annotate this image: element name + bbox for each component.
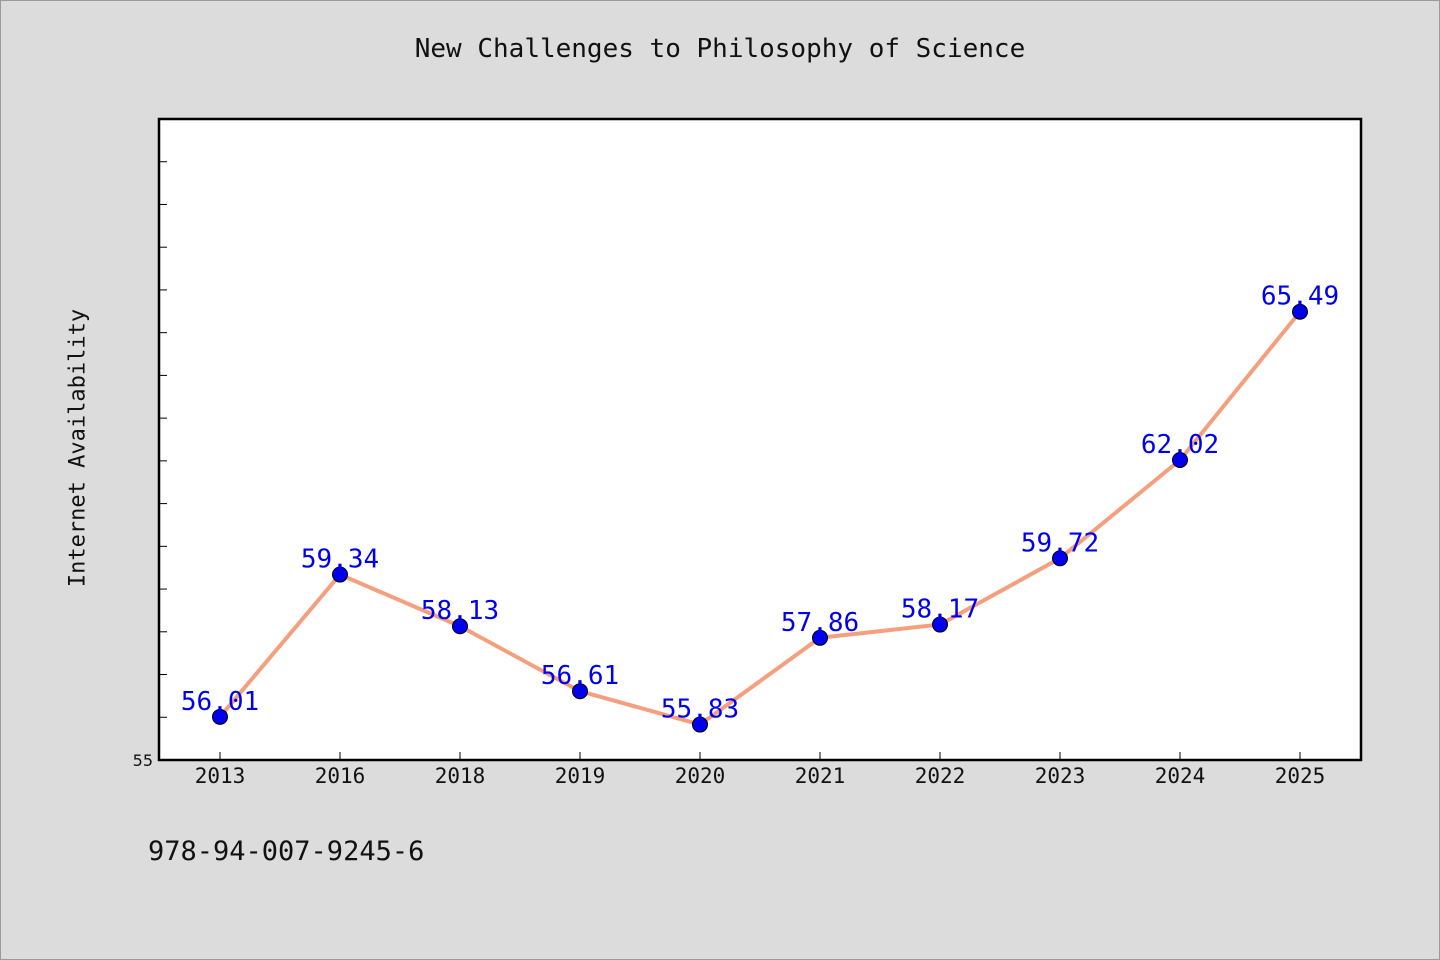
data-point [692,716,708,733]
data-point [212,708,228,725]
x-tick-label: 2016 [315,764,366,788]
data-label: 59.72 [1021,528,1099,558]
data-point [572,683,588,700]
data-label: 55.83 [661,695,739,725]
data-point [812,629,828,646]
data-label: 56.01 [181,687,259,717]
y-tick-label: 55 [133,751,153,770]
data-point [1052,550,1068,567]
x-tick-label: 2023 [1035,764,1086,788]
x-tick-label: 2025 [1275,764,1326,788]
x-tick-label: 2022 [915,764,966,788]
data-point [452,618,468,635]
chart-title: New Challenges to Philosophy of Science [414,34,1026,64]
x-axis-ticks: 2013 2016 2018 2019 2020 2021 2022 2023 2024 2025 [195,752,1326,788]
x-tick-label: 2024 [1155,764,1206,788]
y-axis-ticks: 55 [133,161,167,770]
x-tick-label: 2019 [555,764,606,788]
data-label: 57.86 [781,608,859,638]
data-label: 56.61 [541,661,619,691]
plot-area [157,117,1363,762]
data-markers [212,303,1308,733]
data-label: 62.02 [1141,430,1219,460]
data-point [1172,452,1188,469]
data-labels: 56.01 59.34 58.13 56.61 55.83 57.86 58.17 59.72… [181,282,1339,725]
series-line [218,310,1302,727]
x-tick-label: 2021 [795,764,846,788]
data-label: 58.13 [421,596,499,626]
data-label: 65.49 [1261,282,1339,312]
data-label: 58.17 [901,595,979,625]
x-tick-label: 2013 [195,764,246,788]
isbn-text: 978-94-007-9245-6 [148,836,425,867]
x-tick-label: 2018 [435,764,486,788]
data-point [932,616,948,633]
x-tick-label: 2020 [675,764,726,788]
data-point [1292,303,1308,320]
data-label: 59.34 [301,545,379,575]
data-point [332,566,348,583]
